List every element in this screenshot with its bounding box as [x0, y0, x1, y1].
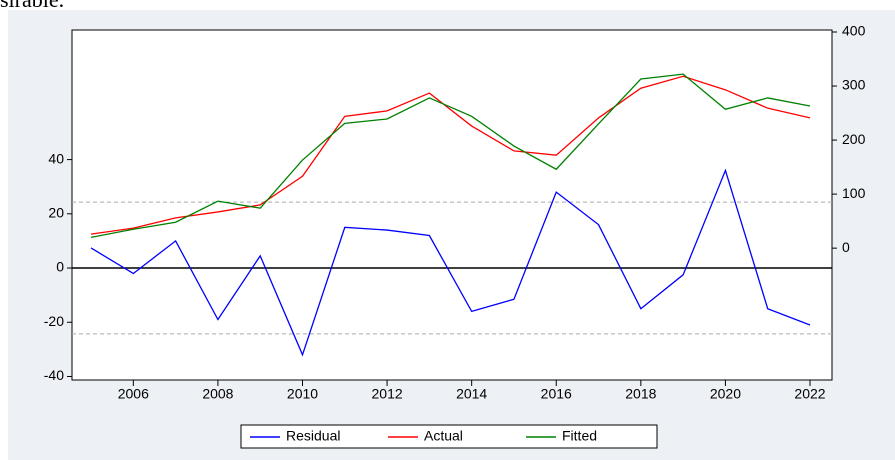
x-tick-label: 2006	[118, 386, 149, 402]
legend-box	[240, 424, 658, 449]
y2-tick-label: 400	[842, 23, 866, 39]
x-tick-label: 2016	[541, 386, 572, 402]
y2-tick-label: 300	[842, 77, 866, 93]
legend-label: Actual	[424, 428, 463, 444]
y2-tick-label: 100	[842, 185, 866, 201]
legend-label: Residual	[286, 428, 340, 444]
y-tick-label: -20	[44, 313, 64, 329]
x-tick-label: 2012	[372, 386, 403, 402]
series-line	[90, 73, 811, 238]
y-tick-label: 0	[56, 259, 64, 275]
x-tick-label: 2018	[625, 386, 656, 402]
x-tick-label: 2022	[794, 386, 825, 402]
plot-area	[71, 29, 833, 381]
x-tick-label: 2008	[202, 386, 233, 402]
series-line	[90, 75, 811, 235]
legend-label: Fitted	[562, 428, 597, 444]
series-line	[90, 168, 811, 357]
y2-tick-label: 200	[842, 131, 866, 147]
x-tick-label: 2020	[710, 386, 741, 402]
caption-fragment: sirable.	[0, 0, 64, 12]
y2-tick-label: 0	[842, 239, 850, 255]
y-tick-label: 20	[48, 205, 64, 221]
x-tick-label: 2010	[287, 386, 318, 402]
y-tick-label: 40	[48, 150, 64, 166]
x-tick-label: 2014	[456, 386, 487, 402]
y-tick-label: -40	[44, 367, 64, 383]
